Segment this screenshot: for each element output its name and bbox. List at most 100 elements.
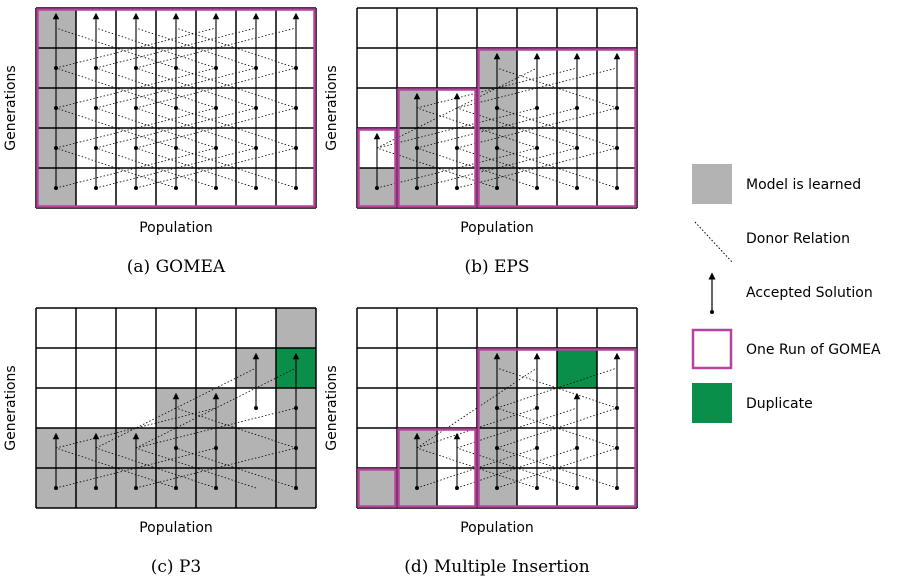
solution-dot: [214, 66, 218, 70]
y-axis-label: Generations: [324, 365, 340, 450]
donor-line: [95, 67, 257, 109]
donor-line: [135, 107, 257, 149]
donor-line: [55, 447, 217, 489]
gomea-run: [357, 468, 397, 508]
donor-line: [55, 107, 177, 149]
solution-dot: [134, 106, 138, 110]
solution-dot: [294, 66, 298, 70]
y-axis-label: Generations: [324, 65, 340, 150]
solution-dot: [294, 106, 298, 110]
solution-dot: [495, 446, 499, 450]
solution-dot: [134, 146, 138, 150]
y-axis-label: Generations: [3, 365, 19, 450]
gomea-run: [477, 48, 637, 208]
donor-line: [55, 27, 177, 69]
donor-line: [95, 107, 217, 149]
solution-dot: [575, 186, 579, 190]
x-axis-label: Population: [460, 520, 534, 536]
solution-dot: [615, 186, 619, 190]
legend-label: One Run of GOMEA: [746, 342, 881, 358]
legend-swatch-donor: [694, 221, 733, 263]
solution-dot: [94, 106, 98, 110]
gomea-run: [36, 8, 316, 208]
cell-shade: [357, 468, 397, 508]
donor-line: [456, 407, 578, 449]
solution-dot: [174, 106, 178, 110]
donor-line: [456, 447, 578, 489]
solution-dot: [54, 146, 58, 150]
panel: Generations Population (d) Multiple Insert…: [324, 307, 638, 577]
cell-shade: [557, 348, 597, 388]
solution-dot: [495, 406, 499, 410]
donor-line: [175, 67, 297, 109]
donor-line: [135, 147, 257, 189]
donor-line: [95, 107, 257, 149]
donor-line: [55, 147, 217, 189]
solution-dot: [375, 186, 379, 190]
donor-line: [135, 67, 297, 109]
panel: Generations Population (a) GOMEA: [3, 7, 317, 277]
solution-dot: [455, 486, 459, 490]
donor-line: [175, 447, 297, 489]
donor-line: [416, 367, 538, 449]
solution-dot: [575, 146, 579, 150]
solution-dot: [535, 406, 539, 410]
y-axis-label: Generations: [3, 65, 19, 150]
donor-line: [55, 67, 217, 109]
donor-line: [175, 407, 297, 449]
solution-dot: [254, 146, 258, 150]
donor-line: [416, 147, 538, 189]
donor-line: [456, 67, 618, 109]
panel: Generations Population (c) P3: [3, 307, 317, 577]
legend-label: Duplicate: [746, 396, 813, 412]
solution-dot: [54, 186, 58, 190]
solution-dot: [294, 186, 298, 190]
donor-line: [496, 407, 618, 449]
solution-dot: [94, 186, 98, 190]
solution-dot: [214, 106, 218, 110]
legend-swatch-run: [691, 328, 733, 370]
donor-line: [55, 27, 217, 69]
solution-dot: [94, 146, 98, 150]
solution-dot: [174, 186, 178, 190]
donor-line: [416, 107, 538, 149]
solution-dot: [134, 186, 138, 190]
solution-dot: [94, 486, 98, 490]
solution-dot: [214, 186, 218, 190]
solution-dot: [615, 146, 619, 150]
gomea-run: [357, 128, 397, 208]
legend-swatch-model: [692, 164, 732, 204]
solution-dot: [615, 106, 619, 110]
donor-line: [496, 147, 618, 189]
donor-line: [95, 447, 217, 489]
caption: (a) GOMEA: [127, 257, 226, 277]
donor-line: [376, 107, 538, 149]
donor-line: [175, 27, 297, 69]
panel: Generations Population (b) EPS: [324, 7, 638, 277]
caption: (d) Multiple Insertion: [404, 557, 589, 577]
solution-dot: [294, 446, 298, 450]
donor-line: [135, 27, 257, 69]
donor-line: [496, 367, 618, 409]
solution-dot: [134, 486, 138, 490]
donor-line: [496, 67, 618, 109]
solution-dot: [455, 146, 459, 150]
solution-dot: [575, 446, 579, 450]
solution-dot: [294, 486, 298, 490]
donor-line: [416, 147, 578, 189]
donor-line: [95, 27, 257, 69]
donor-line: [175, 107, 297, 149]
solution-dot: [615, 486, 619, 490]
gomea-run: [397, 428, 477, 508]
donor-line: [135, 67, 257, 109]
solution-dot: [174, 66, 178, 70]
gomea-run: [397, 88, 477, 208]
legend-dot: [710, 310, 714, 314]
donor-line: [456, 107, 618, 149]
solution-dot: [575, 486, 579, 490]
solution-dot: [495, 486, 499, 490]
legend-label: Donor Relation: [746, 231, 850, 247]
donor-line: [416, 107, 578, 149]
